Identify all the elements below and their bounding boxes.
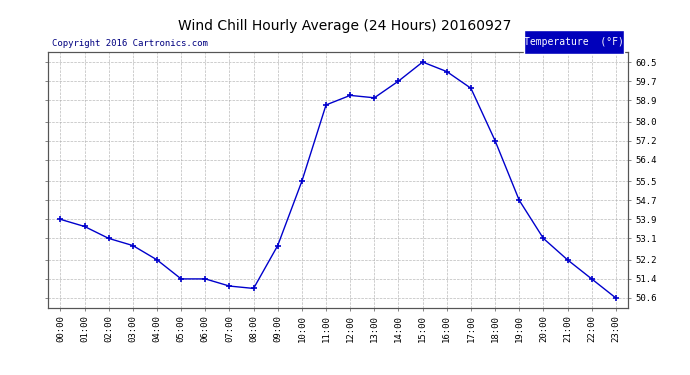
Text: Copyright 2016 Cartronics.com: Copyright 2016 Cartronics.com: [52, 39, 208, 48]
Text: Temperature  (°F): Temperature (°F): [524, 37, 624, 47]
Text: Wind Chill Hourly Average (24 Hours) 20160927: Wind Chill Hourly Average (24 Hours) 201…: [178, 19, 512, 33]
